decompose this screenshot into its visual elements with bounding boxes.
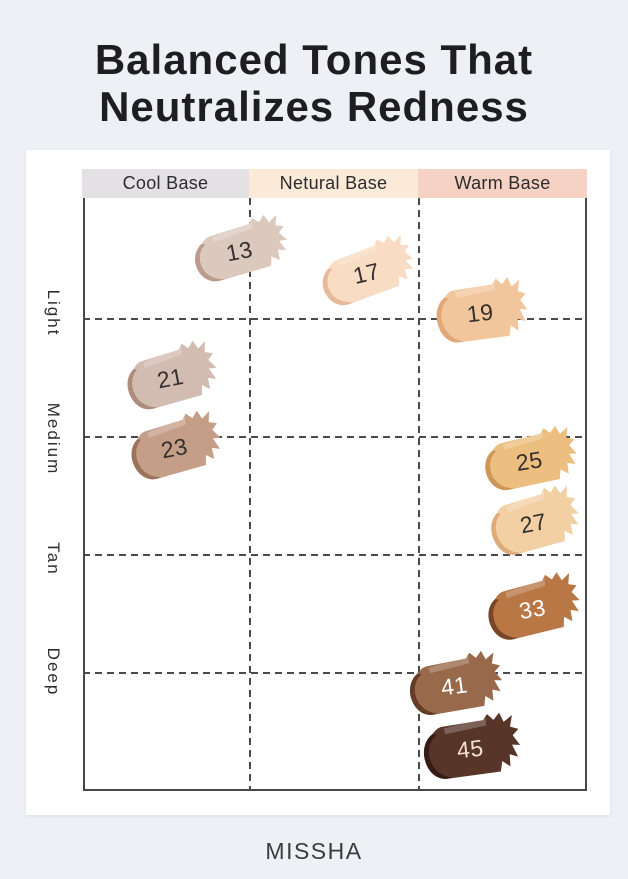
row-label-tan: Tan	[44, 542, 63, 576]
title-line-2: Neutralizes Redness	[99, 83, 529, 130]
grid-line-deep	[83, 672, 587, 674]
title-line-1: Balanced Tones That	[94, 36, 534, 83]
grid-border-left	[83, 198, 85, 791]
column-header-warm-base: Warm Base	[418, 169, 587, 198]
column-header-cool-base: Cool Base	[82, 169, 249, 198]
column-header-netural-base: Netural Base	[249, 169, 418, 198]
brand-logo: MISSHA	[265, 838, 363, 864]
page-title: Balanced Tones That Neutralizes Redness	[0, 36, 628, 130]
chart-card	[26, 150, 610, 815]
row-label-deep: Deep	[44, 647, 63, 697]
grid-line-vertical-2	[418, 198, 420, 791]
grid-border-bottom	[83, 789, 587, 791]
row-label-light: Light	[44, 289, 63, 337]
grid-border-right	[585, 198, 587, 791]
row-label-medium: Medium	[44, 402, 63, 476]
grid-line-light	[83, 318, 587, 320]
grid-line-vertical-1	[249, 198, 251, 791]
grid-line-tan	[83, 554, 587, 556]
grid-line-medium	[83, 436, 587, 438]
